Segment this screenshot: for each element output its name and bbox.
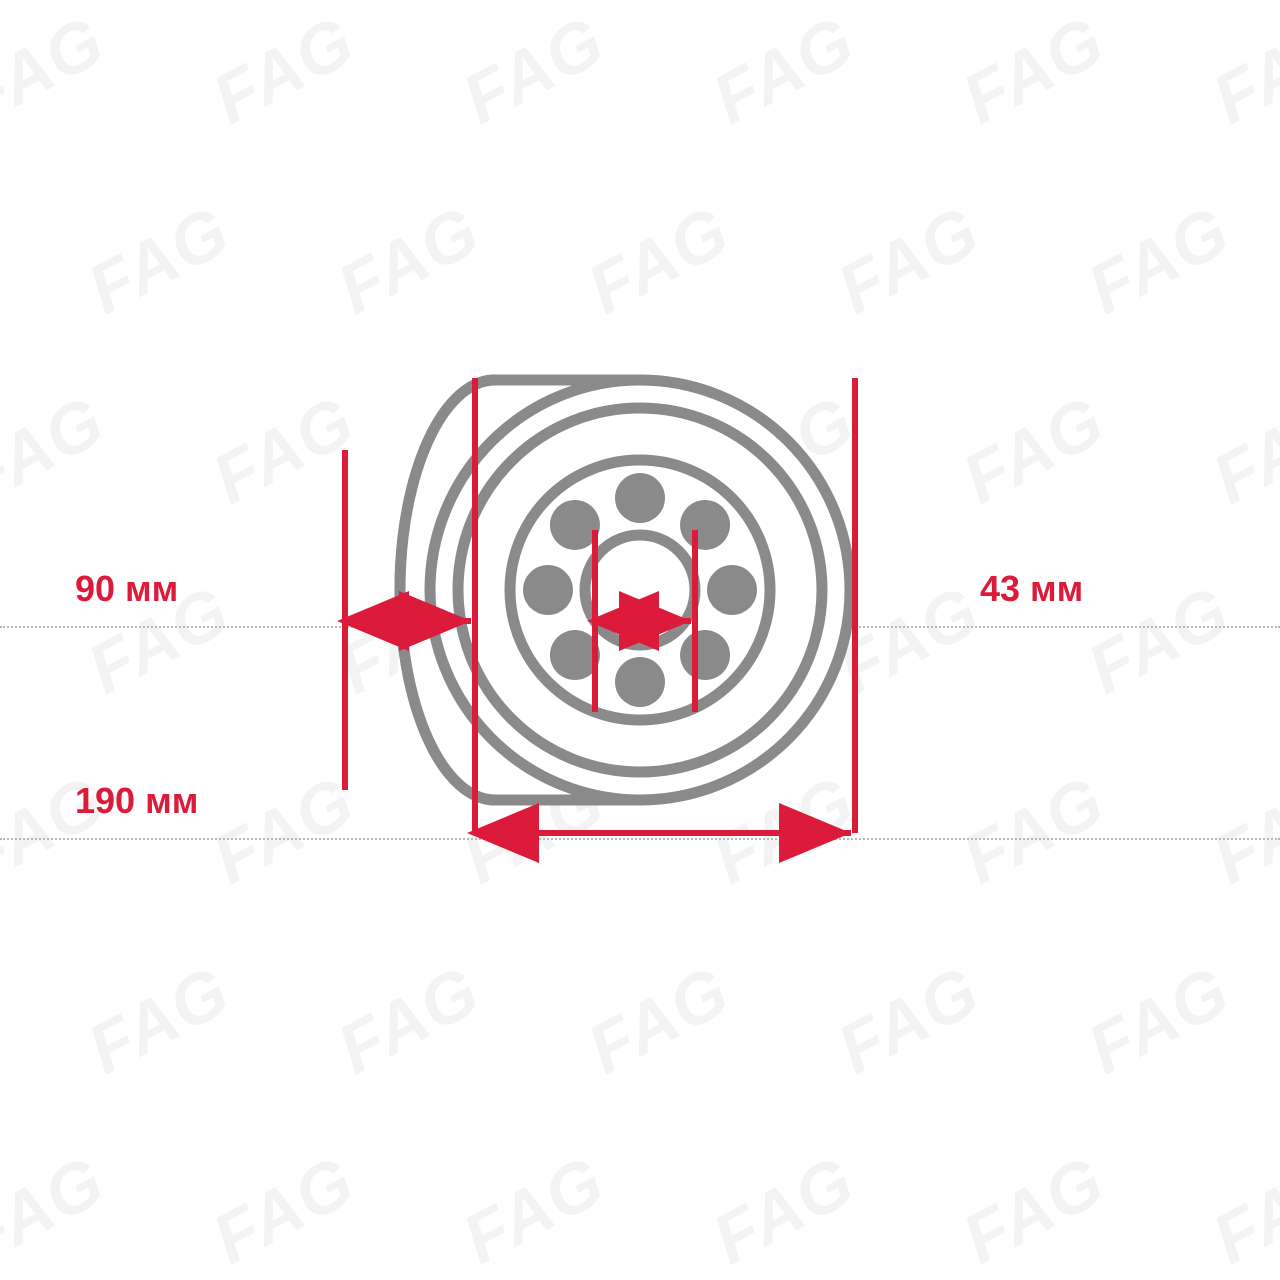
bearing-diagram [0, 0, 1280, 1280]
